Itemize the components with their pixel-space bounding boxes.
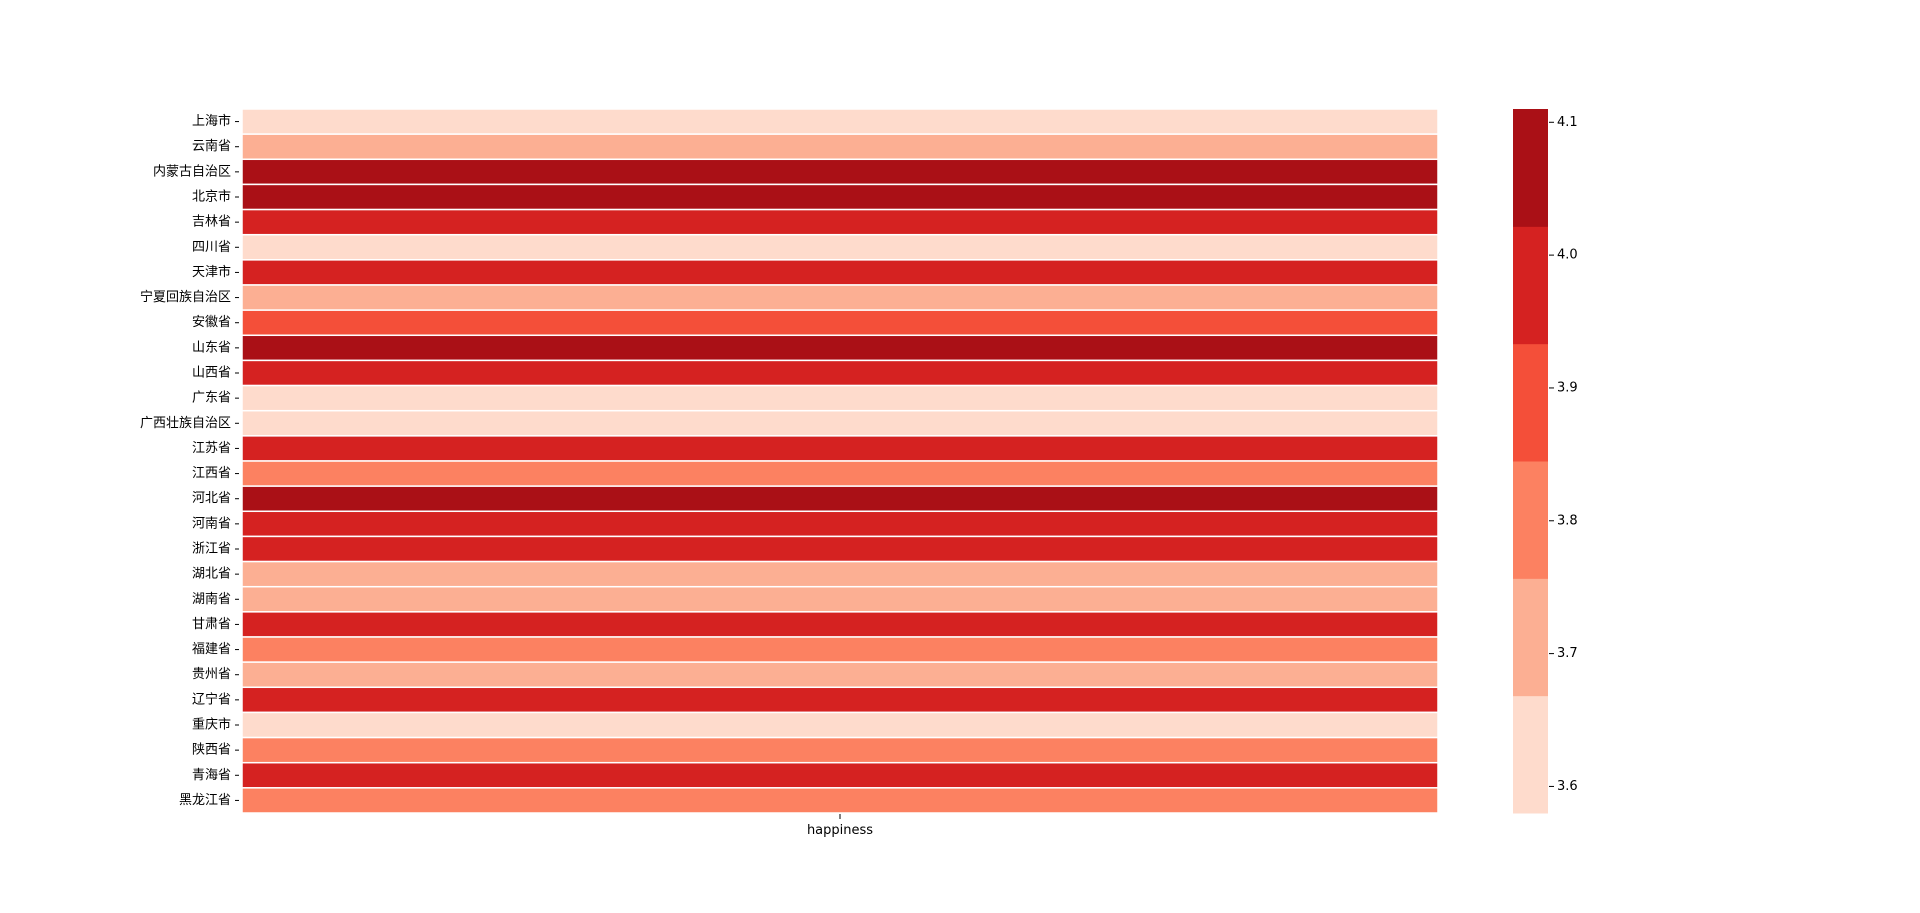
- heatmap-cell: [241, 133, 1439, 161]
- heatmap-cell: [241, 208, 1439, 236]
- heatmap-cell: [241, 334, 1439, 362]
- y-tick-label: 重庆市: [192, 717, 231, 733]
- heatmap-cell: [241, 384, 1439, 412]
- heatmap-cell: [241, 460, 1439, 487]
- y-tick-label: 湖北省: [192, 567, 231, 582]
- y-tick-label: 陕西省: [192, 743, 231, 758]
- y-tick-label: 辽宁省: [192, 691, 231, 707]
- y-tick-label: 内蒙古自治区: [153, 163, 231, 179]
- heatmap-cell: [241, 183, 1439, 211]
- y-tick-label: 河南省: [192, 515, 231, 531]
- heatmap-cell: [241, 686, 1439, 714]
- colorbar-segment: [1513, 343, 1548, 462]
- y-tick-label: 山西省: [192, 366, 231, 381]
- y-tick-label: 青海省: [192, 768, 231, 783]
- heatmap-cell: [241, 585, 1439, 613]
- heatmap-cells: [241, 108, 1439, 814]
- x-tick-label: happiness: [807, 823, 873, 838]
- y-axis: 上海市云南省内蒙古自治区北京市吉林省四川省天津市宁夏回族自治区安徽省山东省山西省…: [140, 113, 239, 808]
- y-tick-label: 黑龙江省: [179, 793, 231, 808]
- heatmap-cell: [241, 711, 1439, 739]
- y-tick-label: 广西壮族自治区: [140, 415, 231, 431]
- y-tick-label: 山东省: [192, 340, 231, 355]
- colorbar-tick-label: 3.6: [1557, 779, 1578, 794]
- colorbar-tick-label: 3.7: [1557, 646, 1578, 661]
- y-tick-label: 河北省: [192, 491, 231, 506]
- y-tick-label: 江苏省: [192, 440, 231, 456]
- colorbar-tick-label: 4.1: [1557, 115, 1578, 130]
- colorbar-segment: [1513, 109, 1548, 227]
- heatmap-cell: [241, 560, 1439, 588]
- heatmap-cell: [241, 259, 1439, 286]
- heatmap-cell: [241, 535, 1439, 563]
- y-tick-label: 上海市: [192, 113, 231, 129]
- heatmap-cell: [241, 359, 1439, 387]
- colorbar-tick-label: 3.9: [1557, 380, 1578, 395]
- heatmap-cell: [241, 611, 1439, 638]
- heatmap-cell: [241, 787, 1439, 814]
- y-tick-label: 吉林省: [192, 215, 231, 230]
- heatmap-cell: [241, 736, 1439, 764]
- y-tick-label: 宁夏回族自治区: [140, 289, 231, 305]
- y-tick-label: 北京市: [192, 189, 231, 205]
- y-tick-label: 福建省: [192, 642, 231, 657]
- heatmap-cell: [241, 409, 1439, 437]
- colorbar-segment: [1513, 578, 1548, 697]
- y-tick-label: 甘肃省: [192, 617, 231, 632]
- heatmap-cell: [241, 284, 1439, 311]
- heatmap-cell: [241, 510, 1439, 538]
- heatmap-cell: [241, 233, 1439, 261]
- colorbar-segment: [1513, 695, 1548, 814]
- y-tick-label: 江西省: [192, 466, 231, 481]
- y-tick-label: 浙江省: [192, 542, 231, 557]
- heatmap-cell: [241, 435, 1439, 462]
- colorbar-tick-label: 4.0: [1557, 248, 1578, 263]
- colorbar-segment: [1513, 461, 1548, 579]
- colorbar-tick-label: 3.8: [1557, 513, 1578, 528]
- y-tick-label: 湖南省: [192, 591, 231, 607]
- y-tick-label: 四川省: [192, 240, 231, 255]
- y-tick-label: 云南省: [192, 138, 231, 154]
- heatmap-cell: [241, 761, 1439, 789]
- x-axis: happiness: [807, 814, 873, 838]
- y-tick-label: 天津市: [192, 264, 231, 280]
- heatmap-cell: [241, 158, 1439, 186]
- heatmap-cell: [241, 108, 1439, 135]
- y-tick-label: 安徽省: [192, 315, 231, 330]
- colorbar-segment: [1513, 226, 1548, 345]
- y-tick-label: 贵州省: [192, 667, 231, 682]
- heatmap-cell: [241, 485, 1439, 513]
- heatmap-cell: [241, 309, 1439, 337]
- y-tick-label: 广东省: [192, 391, 231, 406]
- colorbar: 3.6 3.7 3.8 3.9 4.0 4.1: [1513, 109, 1578, 814]
- heatmap-cell: [241, 636, 1439, 663]
- heatmap-cell: [241, 661, 1439, 689]
